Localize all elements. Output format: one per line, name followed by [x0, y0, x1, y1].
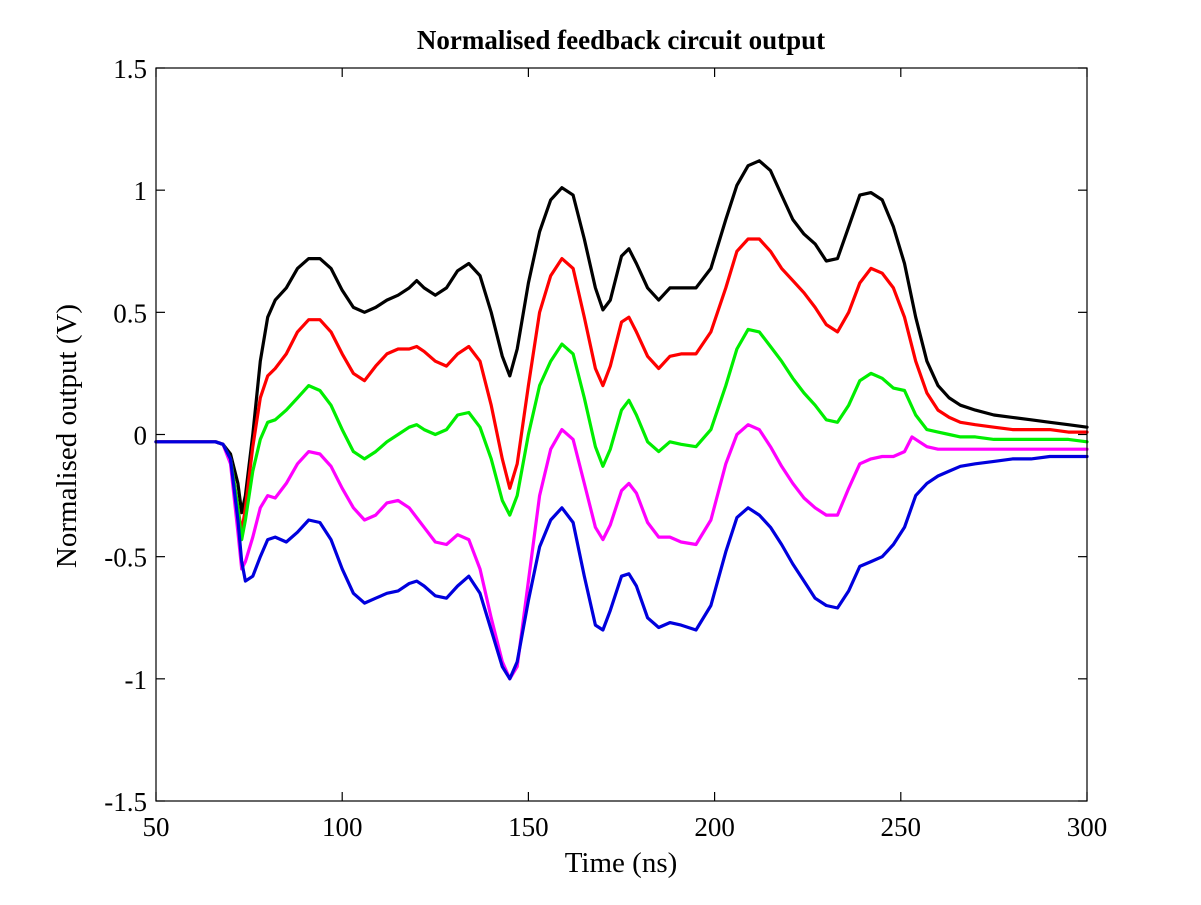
chart-title: Normalised feedback circuit output: [417, 25, 825, 55]
series-line-5: [154, 440, 1089, 681]
x-tick-label: 100: [322, 812, 363, 842]
y-tick-label: -1.5: [104, 787, 147, 817]
x-tick-label: 200: [694, 812, 735, 842]
series-line-3: [154, 327, 1089, 542]
x-tick-label: 250: [881, 812, 922, 842]
plot-frame: [155, 67, 1088, 802]
x-tick-label: 50: [143, 812, 170, 842]
tick-layer: 50 100 150 200 250 300 -1.5 -1 -0.5 0 0.5 1 1.5: [104, 54, 1107, 842]
y-axis-label: Normalised output (V): [51, 304, 83, 568]
series-layer: [154, 159, 1089, 681]
y-tick-label: -0.5: [104, 543, 147, 573]
y-tick-label: 0: [134, 421, 148, 451]
x-axis-label: Time (ns): [565, 847, 678, 879]
x-tick-label: 150: [508, 812, 549, 842]
y-tick-label: 1: [134, 176, 148, 206]
series-line-1: [154, 159, 1089, 515]
y-tick-label: 0.5: [113, 298, 147, 328]
series-line-2: [154, 237, 1089, 534]
y-tick-label: -1: [125, 665, 148, 695]
y-tick-label: 1.5: [113, 54, 147, 84]
x-tick-label: 300: [1067, 812, 1108, 842]
series-line-4: [154, 423, 1089, 681]
